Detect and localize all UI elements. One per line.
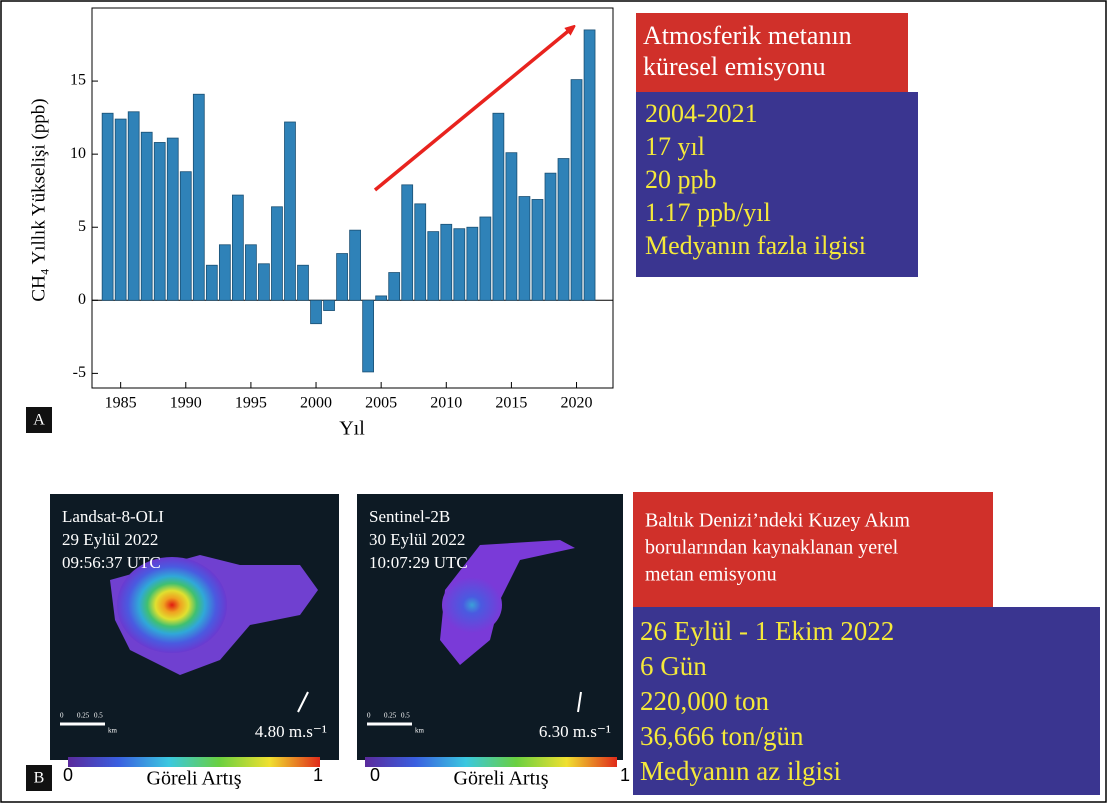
figure: A Yıl CH₄ Yıllık Yükselişi (ppb) B -5 0 5 1… [0,0,1107,803]
bar [193,94,204,300]
bar [376,296,387,300]
scale-unit: km [415,727,425,735]
fact: Medyanın az ilgisi [640,756,841,786]
fact: 17 yıl [645,132,705,161]
y-tick-label: -5 [73,364,86,381]
image-caption: 10:07:29 UTC [369,553,468,572]
scale-label: 0.25 [77,712,90,720]
bar [558,159,569,301]
y-tick-label: 15 [70,72,86,89]
bar [232,195,243,300]
image-caption: 30 Eylül 2022 [369,530,465,549]
colorbar [68,757,320,767]
bar [337,254,348,301]
colorbar-max: 1 [620,765,630,785]
box-title: Atmosferik metanın [643,21,852,50]
colorbar-min: 0 [370,765,380,785]
colorbar [365,757,617,767]
image-caption: Sentinel-2B [369,507,450,526]
box-title: borularından kaynaklanan yerel [645,537,899,559]
bar [415,204,426,300]
box-title: küresel emisyonu [643,52,826,81]
box-title: metan emisyonu [645,564,777,586]
bar [545,173,556,300]
fact: 26 Eylül - 1 Ekim 2022 [640,616,894,646]
fact: 1.17 ppb/yıl [645,198,771,227]
x-tick-label: 2020 [561,395,593,412]
x-tick-label: 2010 [430,395,462,412]
colorbar-max: 1 [313,765,323,785]
bar [324,300,335,310]
bar [428,232,439,301]
panel-label: A [33,412,45,429]
scale-label: 0 [60,712,64,720]
colorbar-label: Göreli Artış [454,768,549,790]
bar [519,197,530,301]
panel-label: B [34,770,45,787]
y-tick-label: 10 [70,145,86,162]
x-tick-label: 1990 [170,395,202,412]
fact: 6 Gün [640,651,707,681]
bar [206,265,217,300]
bar [141,132,152,300]
bar [363,300,374,372]
x-tick-label: 2015 [495,395,527,412]
scale-label: 0.5 [94,712,103,720]
scale-label: 0.5 [401,712,410,720]
bar [506,153,517,301]
y-tick-label: 0 [78,291,86,308]
bar [350,230,361,300]
box-title: Baltık Denizi’ndeki Kuzey Akım [645,510,910,532]
image-caption: 29 Eylül 2022 [62,530,158,549]
bar [454,229,465,301]
wind-speed: 6.30 m.s⁻¹ [539,722,611,741]
bar [219,245,230,301]
fact: 36,666 ton/gün [640,721,804,751]
bar [402,185,413,300]
scale-unit: km [108,727,118,735]
fact: 2004-2021 [645,99,758,128]
x-tick-label: 1995 [235,395,267,412]
image-caption: Landsat-8-OLI [62,507,164,526]
bar [467,227,478,300]
colorbar-min: 0 [63,765,73,785]
bar [115,119,126,300]
bar [389,273,400,301]
bar [271,207,282,301]
bar [584,30,595,300]
bar [128,112,139,301]
y-axis-label: CH₄ Yıllık Yükselişi (ppb) [28,98,49,301]
image-caption: 09:56:37 UTC [62,553,161,572]
bar [298,265,309,300]
bar [571,80,582,301]
bar [441,224,452,300]
wind-speed: 4.80 m.s⁻¹ [255,722,327,741]
fact: 20 ppb [645,165,717,194]
x-tick-label: 2005 [365,395,397,412]
bar [167,138,178,300]
colorbar-label: Göreli Artış [147,768,242,790]
bar [311,300,322,323]
x-tick-label: 1985 [105,395,137,412]
bar [480,217,491,300]
x-axis-label: Yıl [339,418,365,440]
bar [258,264,269,301]
plume [442,577,502,633]
bar [154,142,165,300]
fact: 220,000 ton [640,686,770,716]
bar [285,122,296,300]
bar [532,199,543,300]
x-tick-label: 2000 [300,395,332,412]
bar [245,245,256,301]
bar [180,172,191,301]
y-tick-label: 5 [78,218,86,235]
bar [102,113,113,300]
bar [493,113,504,300]
scale-label: 0.25 [384,712,397,720]
scale-label: 0 [367,712,371,720]
fact: Medyanın fazla ilgisi [645,231,866,260]
